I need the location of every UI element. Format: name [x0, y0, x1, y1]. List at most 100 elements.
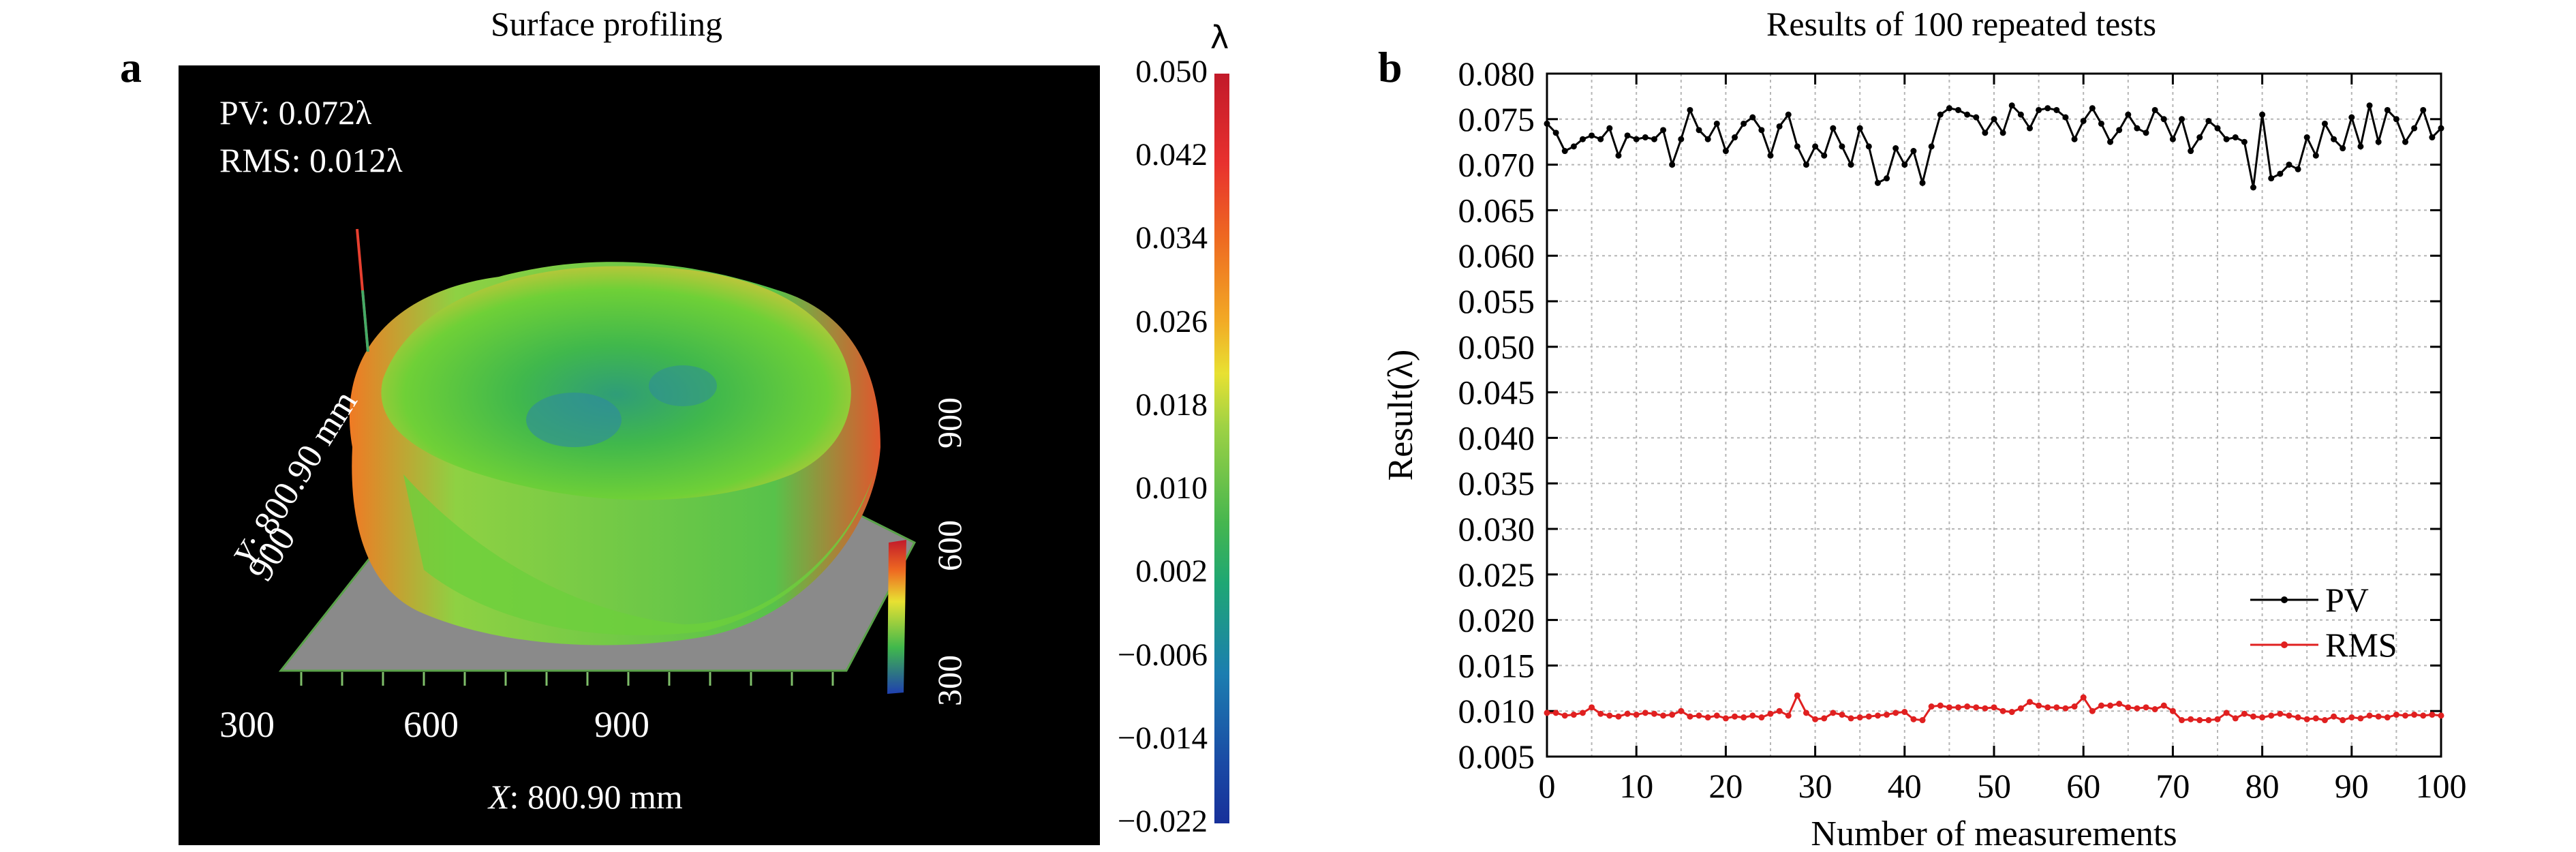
- x-tick-label: 90: [2335, 767, 2369, 805]
- data-point-pv: [1973, 114, 1980, 121]
- data-point-rms: [2125, 704, 2132, 711]
- data-point-pv: [1767, 152, 1774, 159]
- data-point-pv: [2143, 130, 2149, 136]
- y-axis-label: Result(λ): [1381, 350, 1420, 481]
- data-point-pv: [2151, 106, 2158, 113]
- data-point-rms: [2151, 706, 2158, 713]
- data-point-rms: [1741, 714, 1747, 721]
- data-point-rms: [1928, 703, 1935, 710]
- data-point-rms: [2214, 716, 2221, 722]
- colorbar-tick: 0.002: [1135, 553, 1208, 590]
- data-point-pv: [1722, 148, 1729, 155]
- data-point-pv: [1561, 148, 1568, 155]
- y-tick-label: 0.080: [1458, 55, 1535, 93]
- x-tick-label: 30: [1798, 767, 1833, 805]
- data-point-rms: [2303, 716, 2310, 722]
- data-point-pv: [2179, 116, 2186, 123]
- data-point-rms: [2321, 717, 2328, 724]
- data-point-rms: [2089, 708, 2096, 714]
- data-point-rms: [2017, 705, 2024, 712]
- data-point-rms: [1901, 709, 1908, 716]
- data-point-rms: [1732, 713, 1738, 720]
- data-point-rms: [2188, 716, 2194, 722]
- y-tick-label: 0.045: [1458, 374, 1535, 412]
- data-point-pv: [1651, 136, 1657, 142]
- data-point-rms: [1660, 712, 1667, 719]
- data-point-pv: [2286, 162, 2293, 168]
- legend-marker-rms: [2281, 641, 2288, 648]
- data-point-pv: [1660, 127, 1667, 134]
- data-point-rms: [1713, 712, 1720, 719]
- data-point-rms: [2160, 702, 2167, 709]
- data-point-pv: [1589, 132, 1595, 139]
- surface-plot: 300 600 900 900 300 600 900 Y: 800.90 mm…: [179, 65, 1100, 845]
- x-tick-300: 300: [219, 704, 275, 745]
- data-point-pv: [2295, 166, 2301, 172]
- data-point-pv: [1741, 120, 1747, 127]
- data-point-pv: [2071, 136, 2078, 142]
- y-tick-label: 0.035: [1458, 464, 1535, 502]
- data-point-rms: [1642, 710, 1649, 716]
- data-point-pv: [1624, 132, 1631, 139]
- rms-value-text: RMS: 0.012λ: [219, 141, 403, 179]
- data-point-pv: [2125, 111, 2132, 118]
- data-point-pv: [1910, 148, 1917, 155]
- data-point-rms: [1624, 710, 1631, 717]
- data-point-pv: [2375, 138, 2382, 145]
- data-point-rms: [1589, 704, 1595, 711]
- data-point-pv: [1937, 111, 1944, 118]
- data-point-rms: [2295, 714, 2301, 721]
- data-point-rms: [1946, 704, 1952, 711]
- data-point-pv: [2116, 127, 2123, 134]
- data-point-pv: [1749, 114, 1756, 121]
- data-point-pv: [2089, 105, 2096, 112]
- data-point-rms: [2312, 715, 2319, 722]
- data-point-rms: [2259, 714, 2266, 721]
- data-point-rms: [2026, 699, 2033, 705]
- data-point-rms: [2196, 717, 2203, 724]
- data-point-rms: [2098, 702, 2104, 709]
- data-point-rms: [2340, 717, 2346, 724]
- x-tick-600: 600: [403, 704, 459, 745]
- x-tick-label: 40: [1888, 767, 1922, 805]
- data-point-pv: [1633, 136, 1640, 142]
- data-point-rms: [2179, 717, 2186, 724]
- data-point-rms: [2143, 704, 2149, 711]
- data-point-pv: [2134, 125, 2141, 132]
- data-point-rms: [2277, 710, 2284, 717]
- data-point-pv: [2232, 134, 2239, 141]
- data-point-rms: [2044, 704, 2051, 711]
- data-point-rms: [1544, 710, 1550, 716]
- data-point-rms: [1561, 712, 1568, 719]
- data-point-rms: [1821, 715, 1828, 722]
- data-point-rms: [2420, 712, 2427, 719]
- data-point-pv: [2169, 136, 2176, 142]
- y-tick-label: 0.015: [1458, 646, 1535, 684]
- data-point-pv: [1856, 125, 1863, 132]
- data-point-rms: [1865, 713, 1872, 720]
- data-point-pv: [1642, 134, 1649, 141]
- data-point-pv: [2348, 114, 2355, 121]
- data-point-pv: [1606, 125, 1613, 132]
- data-point-pv: [1615, 152, 1622, 159]
- y-tick-label: 0.025: [1458, 556, 1535, 594]
- data-point-pv: [2384, 106, 2391, 113]
- data-point-rms: [2232, 715, 2239, 722]
- grid: [1547, 74, 2441, 757]
- data-point-pv: [1794, 143, 1800, 150]
- colorbar-tick: 0.042: [1135, 137, 1208, 173]
- data-point-pv: [2268, 175, 2275, 182]
- data-point-pv: [1874, 179, 1881, 186]
- data-point-rms: [2438, 712, 2444, 719]
- panel-b-label: b: [1378, 43, 1402, 91]
- data-point-pv: [1785, 111, 1792, 118]
- data-point-pv: [1687, 106, 1693, 113]
- data-point-rms: [1973, 704, 1980, 711]
- data-point-pv: [2429, 134, 2436, 141]
- surface-3d-render: 300 600 900 900 300 600 900 Y: 800.90 mm…: [219, 228, 968, 816]
- data-point-rms: [2384, 714, 2391, 721]
- data-point-rms: [1892, 710, 1899, 716]
- plot-frame: [1546, 72, 2442, 758]
- data-point-rms: [1696, 712, 1702, 719]
- data-point-rms: [2402, 712, 2409, 719]
